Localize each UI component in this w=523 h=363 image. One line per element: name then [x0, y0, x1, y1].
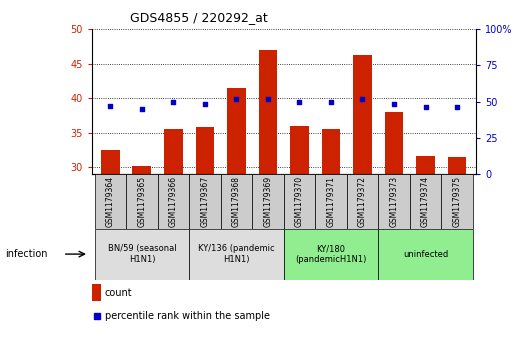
Text: GSM1179371: GSM1179371: [326, 176, 335, 227]
Point: [93, 313, 101, 319]
Bar: [221, 174, 252, 229]
Bar: [378, 174, 410, 229]
Bar: [441, 174, 473, 229]
Bar: [315, 174, 347, 229]
Bar: [196, 127, 214, 363]
Point: [327, 99, 335, 105]
Text: GSM1179375: GSM1179375: [452, 176, 461, 227]
Bar: [378, 229, 473, 280]
Point: [358, 96, 367, 102]
Text: GSM1179367: GSM1179367: [200, 176, 209, 227]
Text: GSM1179368: GSM1179368: [232, 176, 241, 227]
Text: KY/136 (pandemic
H1N1): KY/136 (pandemic H1N1): [198, 244, 275, 264]
Point: [201, 101, 209, 107]
Text: GSM1179369: GSM1179369: [264, 176, 272, 227]
Text: GSM1179365: GSM1179365: [138, 176, 146, 227]
Text: GSM1179366: GSM1179366: [169, 176, 178, 227]
Bar: [101, 150, 120, 363]
Point: [453, 104, 461, 110]
Bar: [252, 174, 284, 229]
Bar: [95, 229, 189, 280]
Point: [422, 105, 430, 110]
Bar: [164, 129, 183, 363]
Bar: [284, 229, 378, 280]
Bar: [189, 229, 284, 280]
Bar: [158, 174, 189, 229]
Text: GSM1179374: GSM1179374: [421, 176, 430, 227]
Point: [138, 106, 146, 112]
Bar: [92, 284, 101, 301]
Text: GSM1179370: GSM1179370: [295, 176, 304, 227]
Point: [295, 99, 304, 105]
Bar: [227, 88, 246, 363]
Text: GSM1179373: GSM1179373: [390, 176, 399, 227]
Bar: [353, 55, 372, 363]
Bar: [448, 157, 467, 363]
Point: [106, 103, 115, 109]
Bar: [416, 156, 435, 363]
Bar: [347, 174, 378, 229]
Bar: [258, 50, 277, 363]
Bar: [284, 174, 315, 229]
Bar: [384, 112, 403, 363]
Text: GDS4855 / 220292_at: GDS4855 / 220292_at: [130, 11, 268, 24]
Text: KY/180
(pandemicH1N1): KY/180 (pandemicH1N1): [295, 244, 367, 264]
Bar: [126, 174, 158, 229]
Point: [169, 99, 178, 105]
Point: [264, 96, 272, 102]
Text: percentile rank within the sample: percentile rank within the sample: [105, 311, 270, 321]
Text: infection: infection: [5, 249, 48, 259]
Text: BN/59 (seasonal
H1N1): BN/59 (seasonal H1N1): [108, 244, 176, 264]
Point: [390, 101, 398, 107]
Bar: [322, 129, 340, 363]
Bar: [132, 166, 151, 363]
Bar: [410, 174, 441, 229]
Text: count: count: [105, 288, 133, 298]
Text: GSM1179364: GSM1179364: [106, 176, 115, 227]
Text: GSM1179372: GSM1179372: [358, 176, 367, 227]
Point: [232, 97, 241, 102]
Bar: [290, 126, 309, 363]
Bar: [189, 174, 221, 229]
Text: uninfected: uninfected: [403, 250, 448, 258]
Bar: [95, 174, 126, 229]
